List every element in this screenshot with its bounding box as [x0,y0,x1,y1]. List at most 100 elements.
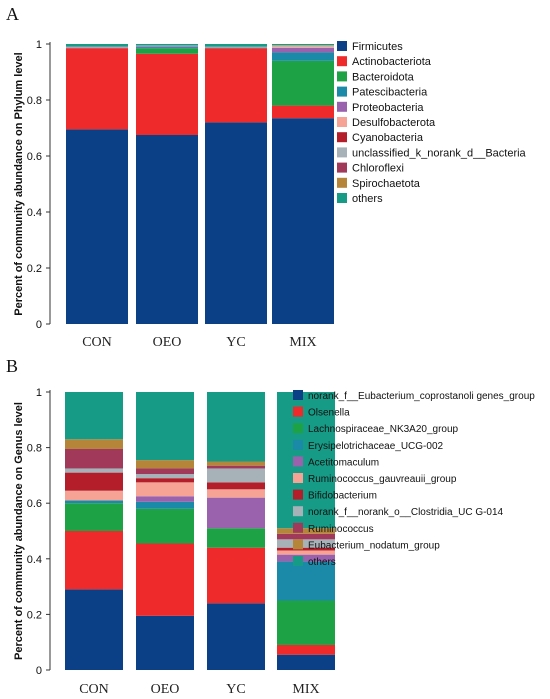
bar-segment [136,460,194,469]
y-tick-label: 0.2 [27,609,42,621]
legend-label: Acetitomaculum [308,457,379,468]
x-tick-label: YC [226,335,245,350]
bar-segment [65,472,123,491]
bar-segment [207,392,265,462]
panel-label-b: B [6,356,19,376]
bar-segment [65,392,123,440]
legend-swatch [293,489,303,500]
panel-label-a: A [6,4,19,24]
legend-label: norank_f__norank_o__Clostridia_UC G-014 [308,507,504,518]
bar-segment [277,550,335,555]
legend-swatch [293,506,303,517]
legend-label: Lachnospiraceae_NK3A20_group [308,424,459,435]
bar-segment [207,547,265,604]
genus-chart-panel: B Percent of community abundance on Genu… [0,352,550,699]
bar-segment [136,543,194,616]
legend-label: Desulfobacterota [352,117,436,129]
legend-swatch [337,132,347,143]
y-tick-label: 0.4 [27,207,42,219]
x-tick-label: OEO [151,682,180,697]
bar-segment [207,468,265,483]
y-tick-label: 1 [36,39,42,51]
bar-segment [272,105,334,119]
legend-label: Bifidobacterium [308,491,377,502]
bar-segment [136,615,194,670]
bar-segment [136,53,198,135]
bar-segment [277,644,335,655]
legend-swatch [337,101,347,112]
bar-segment [272,45,334,47]
bar-segment [136,47,198,49]
bar-segment [65,468,123,473]
bar-segment [136,474,194,479]
bar-segment [65,448,123,469]
legend-label: others [308,557,336,568]
bar-segment [277,547,335,551]
y-tick-label: 0.2 [27,263,42,275]
legend-swatch [293,456,303,467]
bar-segment [136,496,194,502]
bar-segment [136,135,198,324]
bar-segment [277,561,335,601]
bar-segment [272,45,334,46]
bar-segment [277,554,335,562]
legend-label: norank_f__Eubacterium_coprostanoli genes… [308,391,535,402]
legend-label: Bacteroidota [352,71,415,83]
y-tick-label: 0 [36,665,42,677]
y-tick-label: 0 [36,319,42,331]
bar-segment [205,122,267,325]
bar-segment [207,603,265,670]
legend-swatch [293,390,303,400]
legend-swatch [337,71,347,82]
legend-label: Ruminococcus [308,524,374,535]
bar-segment [65,439,123,449]
legend-swatch [337,177,347,188]
bar-segment [136,478,194,483]
legend-swatch [337,147,347,158]
bar-segment [207,482,265,490]
bar-segment [272,47,334,53]
bar-segment [65,503,123,531]
y-tick-label: 0.6 [27,151,42,163]
legend-label: Firmicutes [352,41,403,53]
legend-swatch [293,556,303,566]
legend-label: others [352,193,383,205]
bar-segment [277,533,335,540]
bar-segment [272,60,334,106]
legend-label: Ruminococcus_gauvreauii_group [308,474,457,485]
legend-label: unclassified_k_norank_d__Bacteria [352,147,527,159]
y-tick-label: 1 [36,387,42,399]
bar-segment [272,44,334,46]
bar-segment [277,600,335,645]
bar-segment [277,539,335,548]
x-tick-label: OEO [153,335,182,350]
bar-segment [136,45,198,47]
legend-swatch [337,193,347,203]
bar-segment [205,47,267,49]
bar-segment [205,46,267,48]
bar-segment [66,44,128,47]
legend-swatch [293,522,303,533]
legend-swatch [337,56,347,67]
bar-segment [136,48,198,54]
bar-segment [277,654,335,670]
legend-swatch [293,406,303,417]
bar-segment [207,528,265,548]
legend-swatch [337,117,347,127]
bar-segment [65,531,123,590]
x-tick-label: CON [79,682,109,697]
bar-segment [207,497,265,529]
bar-segment [136,392,194,461]
legend-label: Patescibacteria [352,87,428,99]
legend-label: Chloroflexi [352,163,404,175]
x-tick-label: MIX [289,335,316,350]
bar-segment [277,392,335,529]
bar-segment [66,46,128,48]
legend-label: Proteobacteria [352,102,424,114]
bar-segment [277,528,335,534]
bar-segment [272,52,334,61]
x-tick-label: CON [82,335,112,350]
y-axis-label: Percent of community abundance on Genus … [13,402,25,660]
bar-segment [66,47,128,49]
bar-segment [65,490,123,501]
